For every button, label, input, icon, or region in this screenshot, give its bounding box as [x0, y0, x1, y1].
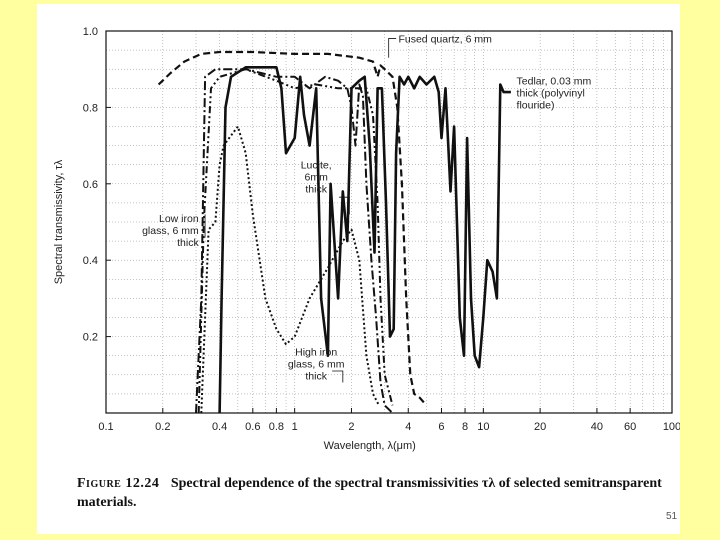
y-tick-label: 0.2 [83, 332, 98, 344]
series-line-2 [218, 66, 511, 414]
y-tick-label: 0.4 [83, 255, 98, 267]
x-tick-label: 0.1 [98, 421, 113, 433]
annotation-text: glass, 6 mm [142, 225, 199, 237]
x-tick-label: 8 [462, 421, 468, 433]
annotation-text: thick [305, 184, 327, 196]
annotation-leader [201, 214, 206, 238]
annotation-leader [388, 38, 397, 58]
annotation-leader [339, 196, 350, 215]
x-tick-label: 100 [663, 421, 680, 433]
annotation-text: Fused quartz, 6 mm [398, 33, 492, 45]
figure-caption: Figure 12.24 Spectral dependence of the … [77, 474, 677, 512]
chart: 0.1 0.2 0.4 0.6 0.8 1 2 4 6 8 10 20 40 60 100 0.2 0.4 0.6… [53, 26, 680, 452]
y-tick-label: 0.6 [83, 179, 98, 191]
page-number: 51 [666, 511, 678, 522]
x-tick-label: 0.4 [212, 421, 227, 433]
figure-number: Figure 12.24 [77, 476, 160, 491]
y-tick-label: 1.0 [83, 26, 98, 38]
chart-axes: 0.1 0.2 0.4 0.6 0.8 1 2 4 6 8 10 20 40 60 100 0.2 0.4 0.6… [83, 26, 680, 433]
x-tick-label: 0.8 [269, 421, 284, 433]
y-tick-label: 0.8 [83, 102, 98, 114]
series-line-1 [157, 50, 428, 407]
annotation-leader [332, 370, 344, 383]
x-axis-label: Wavelength, λ(μm) [324, 440, 416, 452]
slide-frame: 0.1 0.2 0.4 0.6 0.8 1 2 4 6 8 10 20 40 60 100 0.2 0.4 0.6… [37, 4, 680, 534]
x-tick-label: 2 [348, 421, 354, 433]
x-tick-label: 40 [591, 421, 603, 433]
x-tick-label: 10 [477, 421, 489, 433]
x-tick-label: 4 [405, 421, 411, 433]
series-line-5 [200, 125, 380, 414]
annotation-text: Lucite, [301, 160, 332, 172]
series-line-3 [195, 68, 394, 414]
annotation-text: Low iron [159, 213, 199, 225]
annotation-text: thick [177, 237, 199, 249]
x-tick-label: 0.6 [245, 421, 260, 433]
annotation-text: flouride) [517, 99, 555, 111]
x-tick-label: 20 [534, 421, 546, 433]
y-axis-label: Spectral transmissivity, τλ [53, 159, 65, 284]
chart-series [157, 50, 511, 414]
annotation-text: glass, 6 mm [288, 359, 345, 371]
annotation-text: High iron [295, 347, 337, 359]
x-tick-label: 60 [624, 421, 636, 433]
plot-frame [105, 30, 673, 414]
x-tick-label: 1 [292, 421, 298, 433]
x-tick-label: 0.2 [155, 421, 170, 433]
annotation-text: thick (polyvinyl [517, 87, 585, 99]
figure-caption-text: Spectral dependence of the spectral tran… [77, 476, 662, 510]
annotation-text: 6mm [304, 172, 328, 184]
x-tick-label: 6 [438, 421, 444, 433]
annotation-text: thick [305, 371, 327, 383]
annotation-text: Tedlar, 0.03 mm [517, 75, 592, 87]
